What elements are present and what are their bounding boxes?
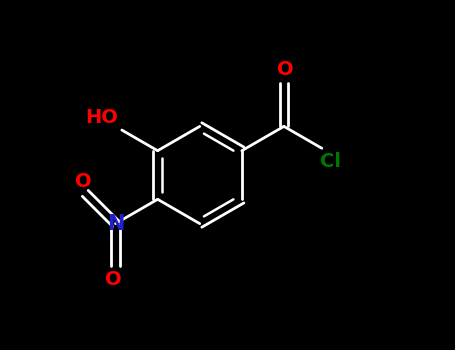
Text: Cl: Cl (320, 152, 341, 171)
Text: O: O (278, 60, 294, 79)
Text: O: O (106, 270, 122, 289)
Text: N: N (107, 214, 124, 233)
Text: O: O (75, 172, 92, 191)
Text: HO: HO (86, 107, 118, 127)
